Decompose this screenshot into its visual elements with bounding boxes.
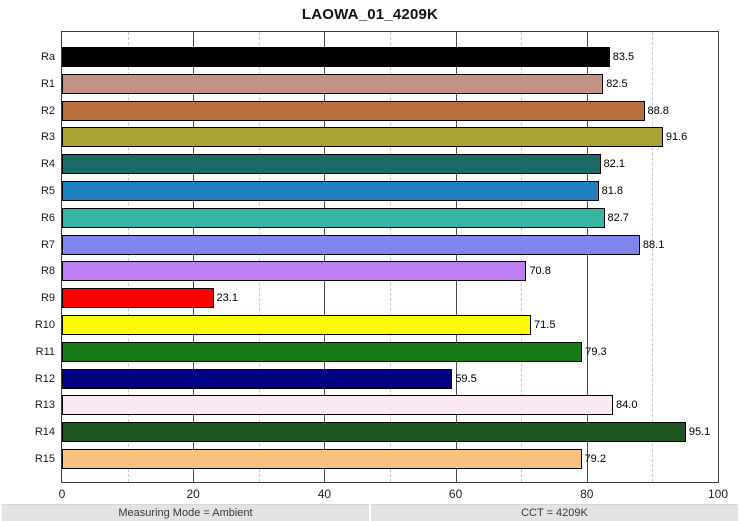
gridline-major-40: [324, 32, 326, 482]
category-label-R8: R8: [40, 265, 55, 278]
value-label-R4: 82.1: [603, 158, 625, 171]
x-tick-label-60: 60: [448, 487, 463, 501]
bar-R2: [62, 100, 645, 121]
chart-title: LAOWA_01_4209K: [301, 6, 439, 23]
category-label-R2: R2: [40, 104, 55, 117]
bar-R3: [62, 127, 663, 148]
gridline-major-80: [586, 32, 588, 482]
value-label-R11: 79.3: [585, 345, 607, 358]
bar-R7: [62, 234, 640, 255]
value-label-R9: 23.1: [216, 292, 238, 305]
x-tick-label-20: 20: [186, 487, 200, 501]
bar-R8: [62, 261, 527, 282]
gridline-minor-90: [652, 32, 654, 482]
value-label-R2: 88.8: [647, 104, 669, 117]
bar-R9: [62, 288, 214, 309]
category-label-R12: R12: [34, 372, 55, 385]
value-label-R7: 88.1: [642, 238, 665, 251]
bar-R1: [62, 73, 604, 94]
x-tick-label-100: 100: [707, 487, 729, 501]
gridline-minor-50: [390, 32, 391, 482]
bar-R14: [62, 422, 686, 443]
footer-cct: CCT = 4209K: [371, 504, 738, 521]
category-label-R1: R1: [40, 77, 55, 90]
value-label-R8: 70.8: [529, 265, 551, 278]
bar-R5: [62, 181, 599, 201]
bar-R13: [62, 395, 614, 416]
category-label-R9: R9: [40, 292, 55, 305]
gridline-minor-70: [521, 32, 523, 482]
value-label-Ra: 83.5: [612, 51, 635, 63]
x-tick-label-40: 40: [317, 487, 332, 501]
category-label-R4: R4: [40, 158, 55, 171]
value-label-R5: 81.8: [601, 185, 624, 197]
x-tick-label-80: 80: [580, 487, 594, 501]
value-label-R12: 59.5: [455, 372, 477, 385]
category-label-R13: R13: [34, 399, 55, 412]
value-label-R13: 84.0: [616, 399, 638, 412]
gridline-minor-30: [258, 32, 260, 482]
category-label-R7: R7: [40, 238, 55, 251]
bar-R15: [62, 449, 582, 469]
value-label-R14: 95.1: [688, 426, 711, 439]
plot-area: [61, 31, 719, 483]
x-tick-label-0: 0: [58, 487, 66, 501]
bar-R11: [62, 341, 583, 362]
gridline-minor-10: [127, 32, 129, 482]
bar-Ra: [62, 47, 610, 67]
value-label-R10: 71.5: [534, 319, 556, 331]
category-label-R14: R14: [34, 426, 55, 439]
value-label-R1: 82.5: [606, 77, 628, 90]
category-label-Ra: Ra: [40, 51, 55, 63]
category-label-R11: R11: [35, 345, 55, 358]
category-label-R3: R3: [40, 131, 55, 144]
category-label-R6: R6: [40, 211, 55, 224]
category-label-R5: R5: [40, 185, 55, 197]
value-label-R3: 91.6: [665, 131, 688, 144]
footer-measuring-mode: Measuring Mode = Ambient: [2, 504, 369, 521]
bar-R12: [62, 368, 453, 389]
gridline-major-60: [455, 32, 457, 482]
bar-R6: [62, 207, 605, 228]
value-label-R6: 82.7: [607, 211, 629, 224]
bar-R4: [62, 154, 601, 175]
category-label-R15: R15: [34, 453, 55, 465]
bar-R10: [62, 315, 532, 335]
gridline-major-20: [193, 32, 195, 482]
category-label-R10: R10: [34, 319, 55, 331]
value-label-R15: 79.2: [584, 453, 606, 465]
